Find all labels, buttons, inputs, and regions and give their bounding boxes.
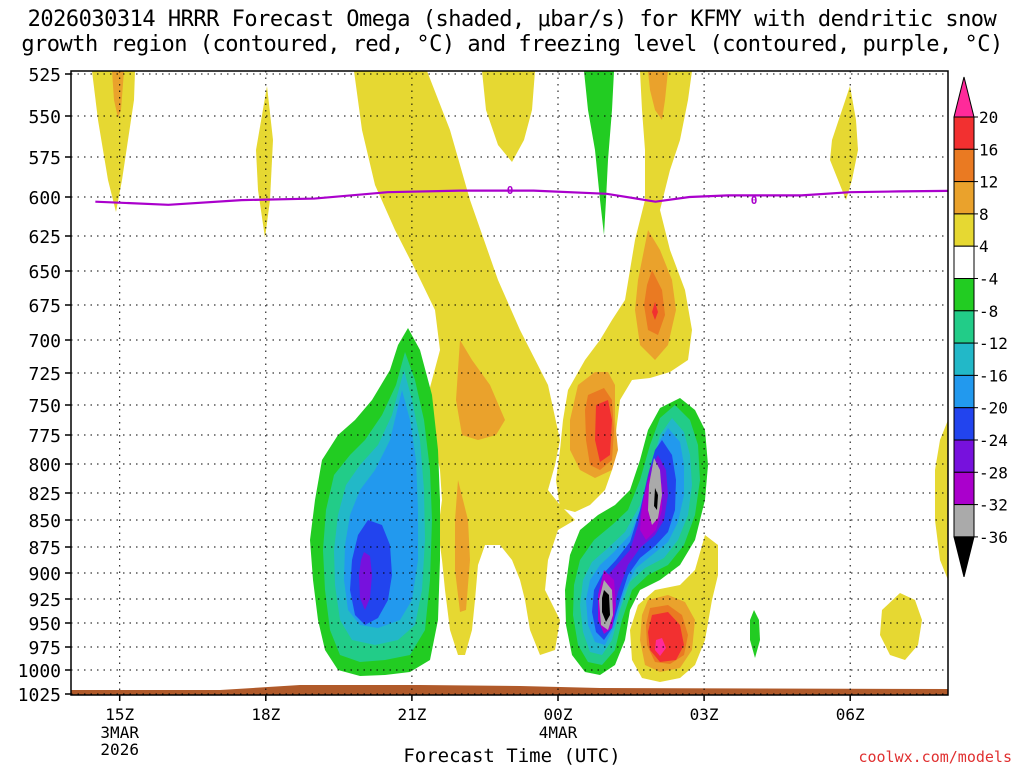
pos-orange-low <box>455 480 470 612</box>
colorbar-label--12: -12 <box>979 334 1008 353</box>
colorbar-segment-2 <box>953 148 975 183</box>
pos-red-right-mid <box>595 400 612 462</box>
y-tick-label-925: 925 <box>28 590 61 611</box>
y-tick-label-600: 600 <box>28 188 61 209</box>
x-tick-label-06Z: 06Z <box>836 705 865 724</box>
colorbar-segment-8 <box>953 342 975 376</box>
y-tick-label-900: 900 <box>28 564 61 585</box>
colorbar-label-16: 16 <box>979 140 998 159</box>
colorbar-label--32: -32 <box>979 496 1008 515</box>
pos-orange-mid <box>456 340 505 440</box>
colorbar-label--8: -8 <box>979 302 998 321</box>
x-axis-title: Forecast Time (UTC) <box>403 745 621 767</box>
y-tick-label-825: 825 <box>28 484 61 505</box>
y-tick-label-950: 950 <box>28 614 61 635</box>
credit-link[interactable]: coolwx.com/models <box>858 748 1012 766</box>
pos-orange-right-column <box>648 71 668 120</box>
colorbar-label-4: 4 <box>979 237 989 256</box>
terrain-strip <box>71 685 948 695</box>
y-tick-label-875: 875 <box>28 538 61 559</box>
colorbar-label--4: -4 <box>979 270 998 289</box>
x-tick-year-15Z: 2026 <box>100 740 139 759</box>
y-tick-label-700: 700 <box>28 331 61 352</box>
pos-yellow-right-blob <box>880 593 922 660</box>
colorbar-label-20: 20 <box>979 108 998 127</box>
x-tick-date-00Z: 4MAR <box>539 723 578 742</box>
chart-title-line2: growth region (contoured, red, °C) and f… <box>21 32 1003 57</box>
y-tick-label-800: 800 <box>28 455 61 476</box>
pos-yellow-right-spike <box>830 86 858 200</box>
y-tick-label-850: 850 <box>28 511 61 532</box>
colorbar-top-triangle <box>953 76 975 118</box>
colorbar-label--20: -20 <box>979 399 1008 418</box>
colorbar-label-12: 12 <box>979 173 998 192</box>
y-tick-label-1025: 1025 <box>18 685 61 706</box>
pos-yellow-18z-spike <box>256 86 273 238</box>
freezing-level-contour: 00 <box>95 184 948 207</box>
colorbar-segment-10 <box>953 407 975 441</box>
colorbar-segment-12 <box>953 471 975 506</box>
freezing-level-line <box>95 189 948 206</box>
x-tick-label-15Z: 15Z <box>105 705 134 724</box>
neg-green-top <box>584 71 614 235</box>
y-tick-label-775: 775 <box>28 426 61 447</box>
neg-black-right-bot <box>602 590 610 622</box>
colorbar-label--24: -24 <box>979 431 1008 450</box>
x-tick-date-15Z: 3MAR <box>100 723 139 742</box>
x-tick-label-00Z: 00Z <box>544 705 573 724</box>
x-tick-label-18Z: 18Z <box>251 705 280 724</box>
y-tick-label-625: 625 <box>28 227 61 248</box>
colorbar-label--28: -28 <box>979 463 1008 482</box>
chart-title-line1: 2026030314 HRRR Forecast Omega (shaded, … <box>27 7 997 32</box>
pos-yellow-520-570 <box>482 71 535 162</box>
pos-pink-lower-right <box>655 638 666 656</box>
colorbar-segment-9 <box>953 374 975 409</box>
pos-orange2-right-upper <box>644 270 665 335</box>
plot-frame <box>70 70 949 696</box>
y-tick-label-675: 675 <box>28 296 61 317</box>
colorbar-label--16: -16 <box>979 366 1008 385</box>
plot-area: 00 <box>71 71 948 695</box>
neg-green-small <box>750 610 760 658</box>
y-tick-label-725: 725 <box>28 364 61 385</box>
y-tick-label-1000: 1000 <box>18 661 61 682</box>
colorbar-segment-1 <box>953 116 975 150</box>
colorbar-segment-5 <box>953 245 975 279</box>
pos-yellow-left-top <box>92 71 135 212</box>
omega-shading <box>71 71 948 695</box>
pos-yellow-right-edge <box>935 420 948 580</box>
colorbar-segment-6 <box>953 278 975 312</box>
colorbar-segment-11 <box>953 439 975 473</box>
freezing-level-label: 0 <box>751 194 758 207</box>
colorbar-segment-4 <box>953 213 975 247</box>
y-tick-label-975: 975 <box>28 638 61 659</box>
colorbar-segment-13 <box>953 504 975 538</box>
y-tick-label-525: 525 <box>28 65 61 86</box>
pos-red-right-upper <box>652 302 658 320</box>
colorbar-segment-3 <box>953 181 975 215</box>
y-tick-label-750: 750 <box>28 396 61 417</box>
y-tick-label-550: 550 <box>28 107 61 128</box>
y-tick-label-650: 650 <box>28 262 61 283</box>
colorbar-label--36: -36 <box>979 528 1008 547</box>
neg-purple-left <box>359 552 372 610</box>
x-tick-label-03Z: 03Z <box>690 705 719 724</box>
x-tick-label-21Z: 21Z <box>397 705 426 724</box>
colorbar-bottom-triangle <box>953 536 975 578</box>
y-tick-label-575: 575 <box>28 148 61 169</box>
colorbar-segment-7 <box>953 310 975 344</box>
pos-orange-left-top <box>112 71 124 118</box>
grid-lines <box>71 71 948 695</box>
freezing-level-label: 0 <box>507 184 514 197</box>
colorbar-label-8: 8 <box>979 205 989 224</box>
colorbar-legend: 20 16 12 8 4 -4 -8 -12 -16 -20 -24 -28 -32 -36 <box>953 76 1008 578</box>
y-axis: 525 550 575 600 625 650 675 700 725 750 775 800 825 8… <box>18 65 71 706</box>
